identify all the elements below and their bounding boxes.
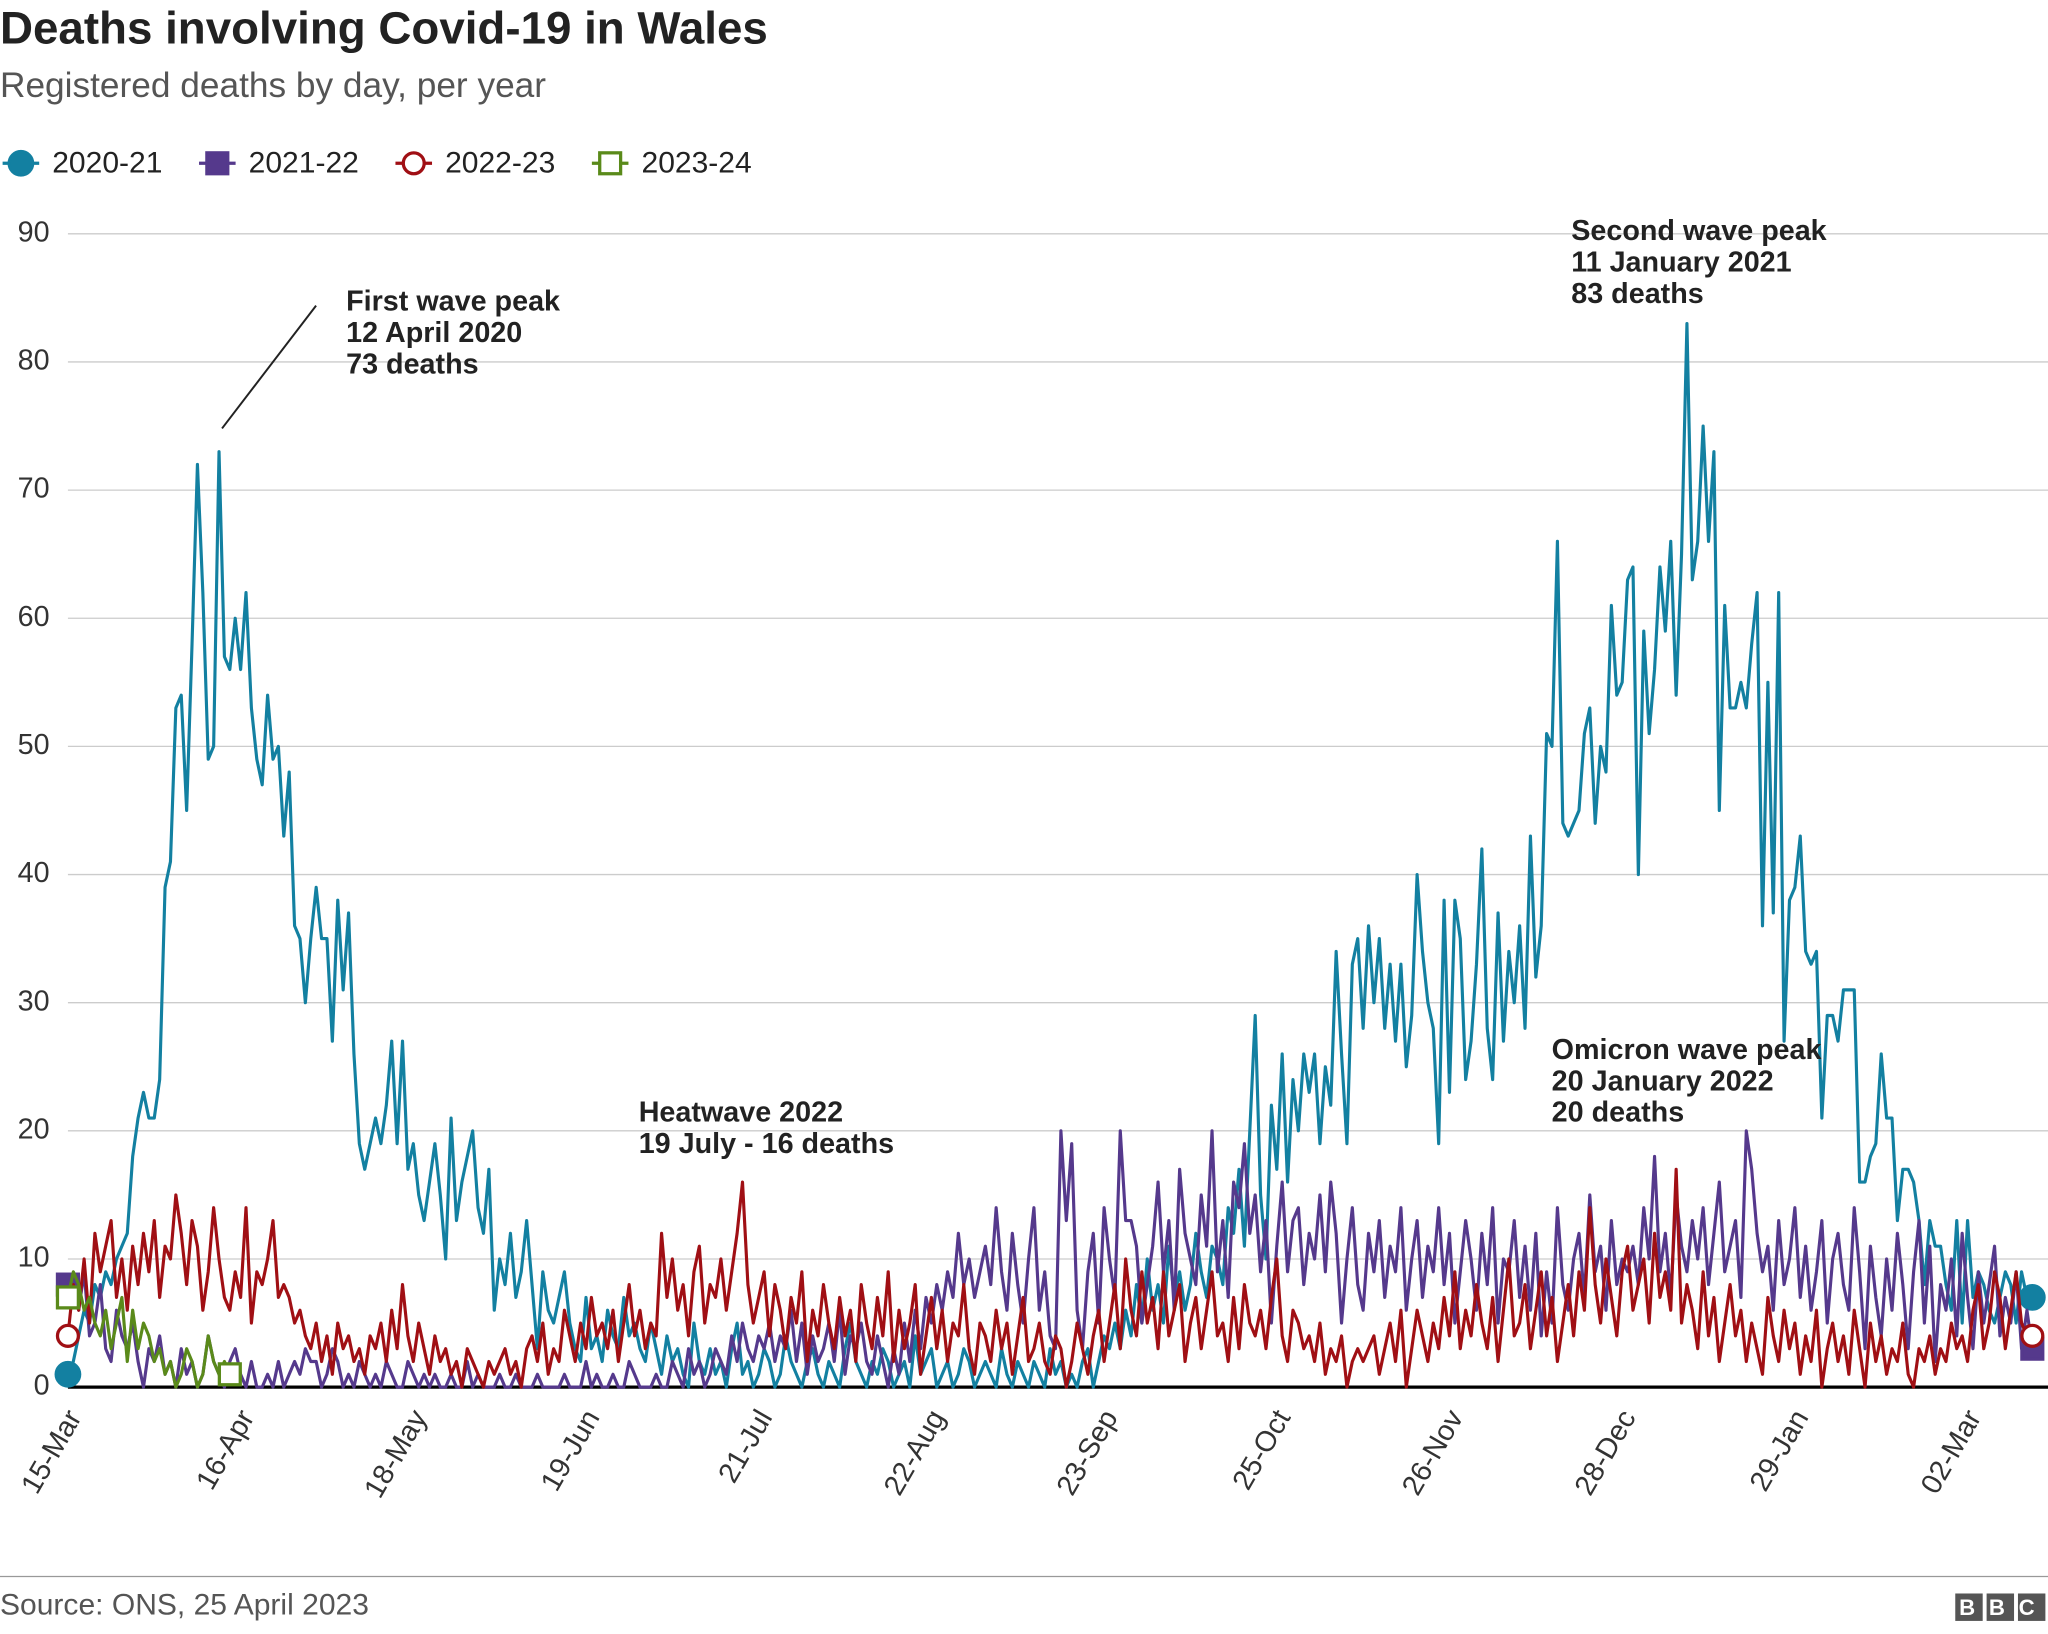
marker — [217, 1362, 242, 1387]
annotation: 20 January 2022 — [1552, 1065, 1774, 1097]
annotation: 20 deaths — [1552, 1097, 1685, 1129]
annotation-pointer — [221, 305, 317, 430]
y-tick-label: 40 — [18, 857, 50, 889]
annotation: Omicron wave peak — [1552, 1034, 1822, 1066]
legend-item: 2023-24 — [591, 147, 752, 180]
annotation: 11 January 2021 — [1571, 246, 1791, 278]
chart-title: Deaths involving Covid-19 in Wales — [0, 2, 768, 53]
x-tick-label: 23-Sep — [1051, 1405, 1125, 1501]
x-tick-label: 16-Apr — [190, 1404, 261, 1495]
marker — [2018, 1284, 2046, 1311]
annotation: 73 deaths — [346, 348, 479, 380]
x-tick-label: 19-Jun — [535, 1405, 607, 1497]
logo-text: BBC — [1959, 1595, 2048, 1620]
x-tick-label: 29-Jan — [1744, 1405, 1816, 1497]
y-tick-label: 60 — [18, 601, 50, 633]
marker — [54, 1360, 82, 1388]
series-line — [66, 1167, 2033, 1389]
legend-item: 2020-21 — [2, 147, 162, 180]
x-tick-label: 02-Mar — [1915, 1404, 1988, 1499]
y-tick-label: 0 — [34, 1370, 50, 1402]
legend-item: 2022-23 — [395, 147, 555, 180]
annotation: 19 July - 16 deaths — [639, 1128, 894, 1160]
annotation: Heatwave 2022 — [639, 1097, 843, 1129]
y-tick-label: 50 — [18, 729, 50, 761]
series-line — [66, 1270, 232, 1389]
series — [54, 321, 2046, 1389]
legend-label: 2020-21 — [52, 147, 162, 180]
x-tick-label: 25-Oct — [1226, 1405, 1297, 1496]
annotation: Second wave peak — [1571, 215, 1826, 247]
logo-box — [1955, 1593, 1983, 1621]
source: Source: ONS, 25 April 2023 — [0, 1588, 369, 1621]
marker — [55, 1323, 80, 1348]
marker — [2020, 1323, 2045, 1348]
legend-label: 2022-23 — [445, 147, 555, 180]
series — [55, 1270, 242, 1389]
y-tick-label: 20 — [18, 1113, 50, 1145]
y-tick-label: 80 — [18, 345, 50, 377]
legend-label: 2023-24 — [642, 147, 752, 180]
x-tick-label: 26-Nov — [1396, 1404, 1470, 1501]
series-line — [66, 321, 2033, 1389]
annotation: First wave peak — [346, 286, 560, 318]
y-tick-label: 10 — [18, 1242, 50, 1274]
y-tick-label: 30 — [18, 985, 50, 1017]
x-tick-label: 22-Aug — [878, 1405, 952, 1501]
series-line — [66, 1129, 2034, 1389]
legend-item: 2021-22 — [199, 147, 359, 180]
y-tick-label: 70 — [18, 473, 50, 505]
y-tick-label: 90 — [18, 216, 50, 248]
legend-marker — [401, 151, 426, 176]
logo-box — [2017, 1593, 2046, 1621]
x-tick-label: 15-Mar — [15, 1404, 88, 1499]
annotation: 12 April 2020 — [346, 317, 522, 349]
legend-marker — [598, 151, 623, 176]
chart-subtitle: Registered deaths by day, per year — [0, 66, 546, 105]
marker — [55, 1285, 80, 1310]
legend-marker — [7, 149, 35, 177]
x-tick-label: 28-Dec — [1569, 1405, 1643, 1501]
series — [55, 1167, 2045, 1389]
logo: BBC — [1955, 1593, 2048, 1621]
annotation: 83 deaths — [1571, 278, 1704, 310]
legend-label: 2021-22 — [249, 147, 359, 180]
x-tick-label: 21-Jul — [712, 1405, 779, 1489]
logo-box — [1986, 1593, 2015, 1621]
x-tick-label: 18-May — [358, 1404, 434, 1503]
legend-marker — [205, 151, 230, 176]
